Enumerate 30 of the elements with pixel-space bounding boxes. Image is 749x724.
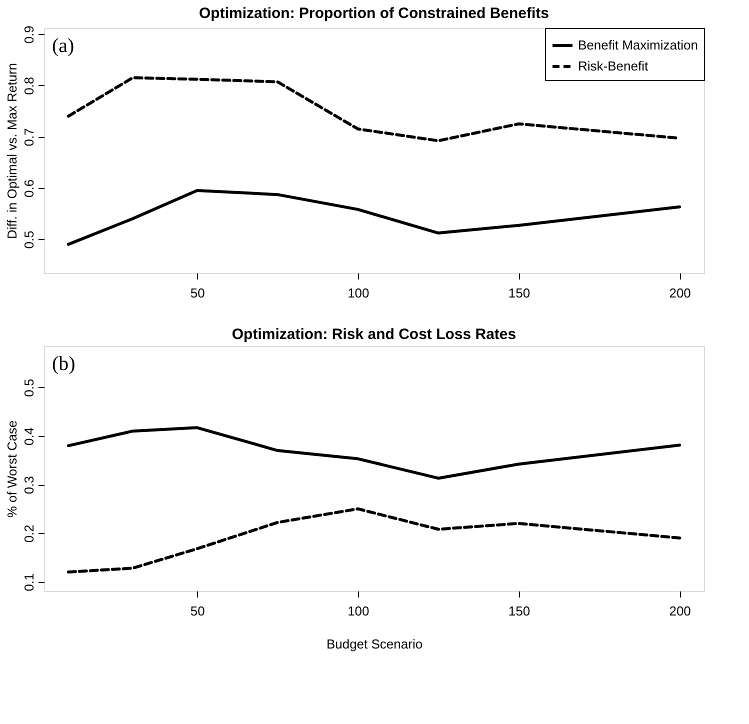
- annotation: (a): [52, 35, 74, 57]
- x-tick-label: 50: [190, 286, 205, 300]
- x-tick-label: 50: [190, 604, 205, 618]
- y-axis-title: Diff. in Optimal vs. Max Return: [4, 62, 20, 240]
- y-tick-label: 0.3: [22, 476, 36, 494]
- y-tick-label: 0.1: [22, 573, 36, 592]
- legend-label: Risk-Benefit: [578, 58, 648, 74]
- line-series: [66, 507, 682, 574]
- y-tick-label: 0.5: [22, 378, 36, 397]
- x-tick-label: 200: [669, 286, 691, 300]
- y-tick-label: 0.4: [22, 427, 36, 446]
- x-tick-label: 200: [669, 604, 691, 618]
- y-tick-label: 0.6: [22, 179, 36, 198]
- y-tick-label: 0.5: [22, 230, 36, 249]
- line-series: [66, 188, 682, 246]
- x-tick-label: 100: [348, 604, 370, 618]
- x-axis-title: Budget Scenario: [326, 636, 423, 652]
- y-axis-title: % of Worst Case: [4, 420, 20, 518]
- line-series: [66, 426, 682, 480]
- chart-title: Optimization: Proportion of Constrained Benefits: [199, 5, 549, 22]
- annotation: (b): [52, 353, 76, 375]
- y-tick-label: 0.2: [22, 524, 36, 543]
- y-tick-label: 0.9: [22, 26, 36, 44]
- y-tick-label: 0.8: [22, 76, 36, 95]
- y-tick-label: 0.7: [22, 128, 36, 146]
- x-tick-label: 150: [508, 604, 530, 618]
- chart-title: Optimization: Risk and Cost Loss Rates: [232, 326, 516, 343]
- x-tick-label: 100: [348, 286, 370, 300]
- x-tick-label: 150: [508, 286, 530, 300]
- legend-label: Benefit Maximization: [578, 38, 698, 52]
